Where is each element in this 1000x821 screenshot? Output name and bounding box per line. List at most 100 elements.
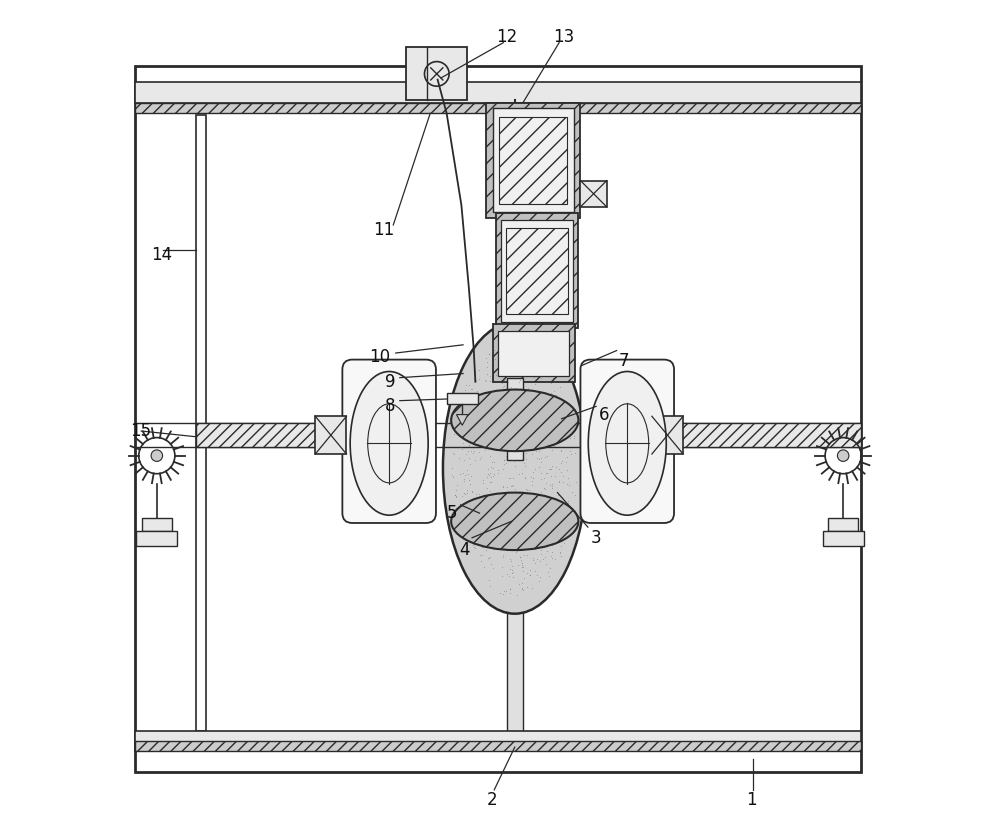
Point — [533, 456, 549, 469]
Point — [499, 480, 515, 493]
Point — [516, 456, 532, 470]
Point — [489, 361, 505, 374]
Point — [506, 494, 522, 507]
Point — [515, 521, 531, 534]
Point — [536, 490, 552, 503]
Point — [496, 457, 512, 470]
Point — [461, 473, 477, 486]
Point — [540, 506, 556, 519]
Point — [519, 502, 535, 516]
FancyBboxPatch shape — [342, 360, 436, 523]
Point — [560, 472, 576, 485]
Point — [507, 383, 523, 396]
Point — [523, 363, 539, 376]
Point — [548, 461, 564, 474]
Point — [522, 564, 538, 577]
Point — [516, 416, 532, 429]
Point — [481, 552, 497, 565]
Point — [481, 348, 497, 361]
Point — [528, 444, 544, 457]
Point — [530, 526, 546, 539]
Point — [534, 402, 550, 415]
Point — [501, 401, 517, 415]
Point — [475, 524, 491, 537]
Circle shape — [837, 450, 849, 461]
Point — [543, 360, 559, 374]
Point — [515, 584, 531, 597]
Point — [473, 451, 489, 464]
Point — [499, 396, 515, 409]
Point — [539, 516, 555, 530]
Point — [491, 353, 507, 366]
Point — [456, 406, 472, 419]
Bar — [196, 423, 406, 447]
Point — [483, 522, 499, 535]
Point — [496, 453, 512, 466]
Point — [542, 393, 558, 406]
Point — [515, 565, 531, 578]
Point — [531, 575, 547, 588]
Point — [504, 479, 520, 493]
Point — [469, 528, 485, 541]
Point — [504, 566, 520, 580]
Point — [481, 469, 497, 482]
Point — [516, 429, 532, 443]
Point — [459, 484, 475, 497]
Point — [537, 363, 553, 376]
Point — [538, 557, 554, 571]
Point — [527, 357, 543, 370]
Point — [523, 350, 539, 363]
Bar — [135, 66, 861, 772]
Bar — [580, 181, 607, 207]
Point — [525, 425, 541, 438]
Point — [474, 489, 490, 502]
Point — [455, 466, 471, 479]
Point — [526, 420, 542, 433]
Point — [514, 558, 530, 571]
Bar — [506, 228, 568, 314]
Point — [459, 486, 475, 499]
Text: 14: 14 — [151, 245, 172, 264]
Point — [534, 366, 550, 379]
Point — [538, 522, 554, 535]
Point — [527, 538, 543, 551]
Point — [520, 489, 536, 502]
Point — [531, 444, 547, 457]
Point — [529, 490, 545, 503]
Point — [534, 431, 550, 444]
Point — [558, 530, 574, 544]
FancyBboxPatch shape — [580, 360, 674, 523]
Point — [544, 479, 560, 493]
Point — [560, 496, 576, 509]
Point — [517, 459, 533, 472]
Point — [507, 483, 523, 496]
Point — [538, 538, 554, 551]
Point — [467, 453, 483, 466]
Point — [461, 451, 477, 464]
Point — [489, 490, 505, 503]
Point — [550, 514, 566, 527]
Point — [466, 528, 482, 541]
Point — [484, 342, 500, 355]
Point — [462, 477, 478, 490]
Point — [556, 537, 572, 550]
Point — [502, 392, 518, 405]
Point — [479, 482, 495, 495]
Point — [500, 348, 516, 361]
Point — [555, 470, 571, 483]
Point — [483, 475, 499, 488]
Point — [474, 396, 490, 409]
Point — [521, 342, 537, 355]
Point — [534, 519, 550, 532]
Point — [524, 345, 540, 358]
Point — [466, 540, 482, 553]
Point — [466, 368, 482, 381]
Point — [504, 392, 520, 406]
Point — [536, 504, 552, 517]
Point — [501, 387, 517, 400]
Point — [548, 397, 564, 410]
Point — [541, 428, 557, 441]
Point — [494, 376, 510, 389]
Point — [482, 580, 498, 593]
Point — [510, 429, 526, 442]
